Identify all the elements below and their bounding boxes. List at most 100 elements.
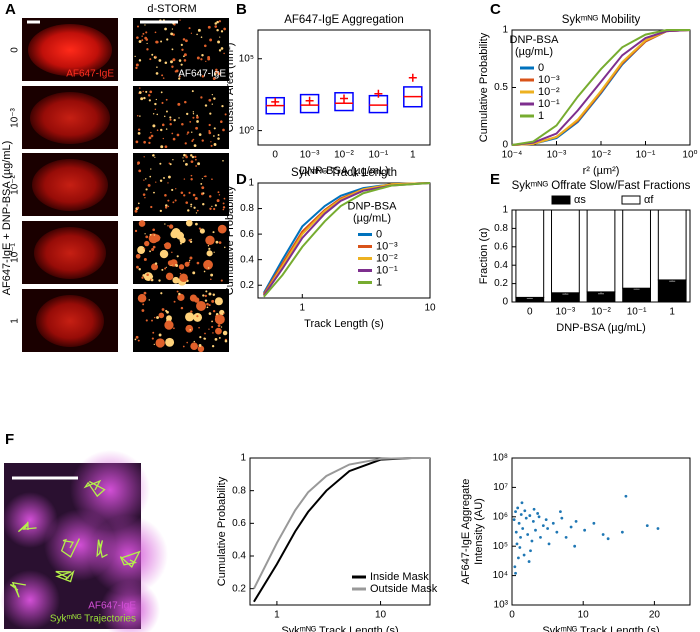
storm-spot xyxy=(165,128,168,130)
storm-spot xyxy=(217,134,220,136)
storm-spot xyxy=(213,207,216,211)
storm-spot xyxy=(135,63,139,67)
storm-spot xyxy=(164,61,168,65)
storm-spot xyxy=(148,299,150,301)
storm-spot xyxy=(219,309,225,316)
point xyxy=(573,544,577,548)
legend-swatch xyxy=(621,195,641,205)
storm-spot xyxy=(164,267,167,270)
storm-spot xyxy=(149,233,152,236)
storm-spot xyxy=(167,260,174,266)
storm-spot xyxy=(203,337,206,340)
legend-label: Outside Mask xyxy=(370,583,438,595)
storm-spot xyxy=(179,273,188,283)
point xyxy=(583,528,587,532)
storm-spot xyxy=(167,199,170,202)
y-axis-label: Intensity (AU) xyxy=(473,498,485,565)
legend-label: 10⁻³ xyxy=(538,74,560,86)
storm-spot xyxy=(141,309,145,312)
mean-marker xyxy=(271,97,280,106)
storm-spot xyxy=(213,142,217,146)
storm-spot xyxy=(191,155,195,159)
y-tick-label: 0.8 xyxy=(240,203,254,214)
point xyxy=(569,525,573,529)
storm-spot xyxy=(156,316,160,319)
panel-label: C xyxy=(490,1,501,18)
plot-frame xyxy=(511,457,691,606)
storm-spot xyxy=(159,209,163,213)
storm-spot xyxy=(210,144,213,147)
storm-spot xyxy=(190,310,193,313)
storm-spot xyxy=(137,246,146,255)
storm-spot xyxy=(145,90,148,93)
box xyxy=(334,92,354,112)
storm-spot xyxy=(137,202,140,205)
storm-spot xyxy=(180,306,184,310)
panel-label: D xyxy=(236,171,247,188)
point xyxy=(524,516,528,520)
storm-spot xyxy=(171,28,174,30)
storm-spot xyxy=(198,326,200,329)
storm-spot xyxy=(215,68,218,72)
storm-image xyxy=(133,18,229,81)
storm-spot xyxy=(159,249,169,259)
storm-spot xyxy=(172,159,174,161)
storm-spot xyxy=(205,60,207,62)
x-tick-label: 10⁻¹ xyxy=(369,150,389,161)
storm-spot xyxy=(165,272,174,281)
x-tick-label: 1 xyxy=(274,610,280,621)
storm-spot xyxy=(214,297,223,306)
storm-spot xyxy=(196,116,199,119)
storm-spot xyxy=(210,141,212,143)
storm-spot xyxy=(135,335,139,339)
storm-spot xyxy=(219,36,221,38)
storm-spot xyxy=(195,212,198,214)
box xyxy=(299,93,320,114)
storm-spot xyxy=(143,291,147,295)
row-label: 0 xyxy=(10,47,21,53)
storm-spot xyxy=(222,330,228,336)
storm-spot xyxy=(172,58,176,62)
storm-spot xyxy=(197,71,200,74)
aggregate-blob xyxy=(0,570,60,630)
storm-spot xyxy=(184,142,187,145)
line xyxy=(511,29,690,146)
point xyxy=(527,560,531,563)
point xyxy=(555,530,559,534)
storm-spot xyxy=(220,120,223,123)
legend-label: 0 xyxy=(538,62,544,74)
storm-spot xyxy=(201,186,205,190)
storm-spot xyxy=(213,251,215,253)
storm-spot xyxy=(177,293,185,301)
y-tick-label: 10⁵ xyxy=(493,541,508,552)
storm-spot xyxy=(213,127,216,130)
y-tick-label: 0.8 xyxy=(494,223,508,234)
image-label: AF647-IgE xyxy=(88,601,136,612)
storm-spot xyxy=(177,102,181,106)
storm-spot xyxy=(206,302,209,306)
storm-spot xyxy=(160,145,164,149)
x-tick-label: 10⁻² xyxy=(591,307,611,318)
storm-spot xyxy=(164,242,172,250)
storm-spot xyxy=(190,154,193,157)
legend-label: 10⁻³ xyxy=(376,240,398,252)
y-tick-label: 10³ xyxy=(494,600,509,611)
storm-spot xyxy=(154,31,157,34)
y-tick-label: 10⁵ xyxy=(239,53,254,64)
point xyxy=(536,512,540,515)
storm-spot xyxy=(181,48,184,51)
y-tick-label: 1 xyxy=(502,25,508,36)
storm-spot xyxy=(149,90,153,94)
storm-spot xyxy=(163,115,166,118)
storm-spot xyxy=(135,66,138,70)
storm-spot xyxy=(151,319,153,322)
storm-spot xyxy=(155,338,165,348)
storm-spot xyxy=(207,267,210,269)
storm-spot xyxy=(137,128,141,131)
storm-spot xyxy=(196,209,199,212)
trajectory xyxy=(96,539,108,559)
storm-spot xyxy=(144,24,146,26)
storm-spot xyxy=(152,234,161,242)
panel-label: E xyxy=(490,171,500,188)
storm-spot xyxy=(175,263,177,266)
